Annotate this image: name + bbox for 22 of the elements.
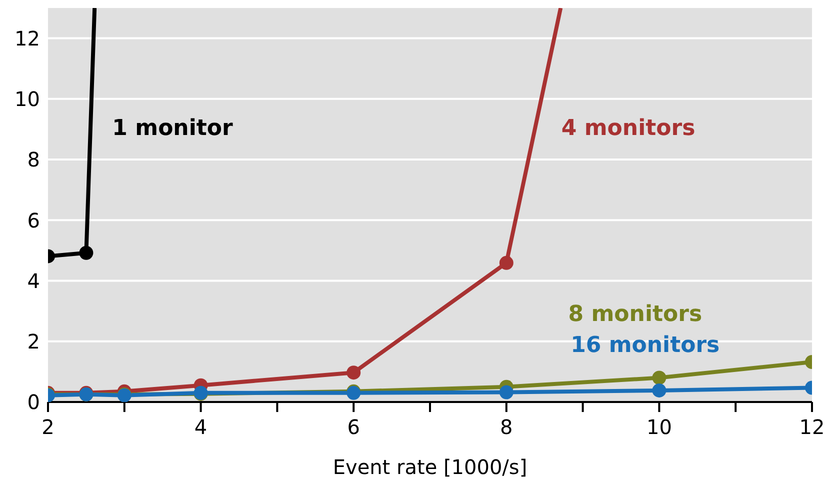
y-tick-label: 0 <box>27 390 40 414</box>
point <box>346 366 361 380</box>
series-label: 1 monitor <box>112 116 234 142</box>
y-tick-label: 6 <box>27 208 40 232</box>
y-tick-label: 2 <box>27 329 40 354</box>
series-label: 4 monitors <box>561 116 696 142</box>
series-label: 16 monitors <box>570 332 720 358</box>
x-tick-label: 10 <box>646 415 672 440</box>
text: 8 monitors <box>568 302 702 328</box>
point <box>499 256 514 270</box>
x-tick-label: 8 <box>500 415 513 440</box>
x-axis-title: Event rate [1000/s] <box>332 455 528 479</box>
x-tick-label: 6 <box>347 415 360 440</box>
y-tick-label: 8 <box>27 148 40 172</box>
x-tick-label: 4 <box>194 415 208 440</box>
point <box>652 383 666 398</box>
y-tick-label: 4 <box>27 268 40 293</box>
x-tick-label: 12 <box>799 415 825 440</box>
point <box>652 370 666 385</box>
y-tick-label: 10 <box>14 87 40 112</box>
point <box>499 385 514 400</box>
y-tick-label: 12 <box>14 26 40 50</box>
